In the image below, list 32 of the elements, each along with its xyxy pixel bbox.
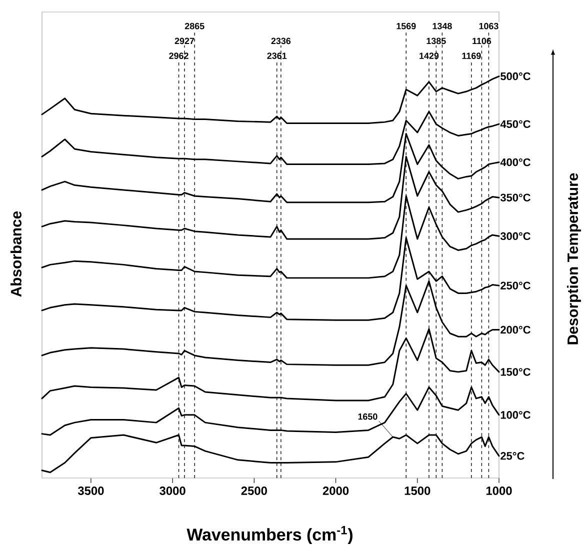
series-label: 450°C: [500, 120, 530, 128]
x-tick-label: 1000: [486, 486, 512, 495]
x-tick-label: 3500: [78, 486, 104, 496]
ref-line-label: 2927: [174, 38, 194, 44]
series-label: 250°C: [500, 282, 530, 290]
ref-line-label: 1429: [420, 52, 439, 60]
ref-line-label: 2962: [169, 52, 188, 60]
series-label: 350°C: [500, 194, 530, 202]
x-tick-label: 3000: [160, 486, 186, 496]
series-label: 150°C: [500, 368, 530, 376]
annotation: 1650: [358, 413, 378, 420]
series-label: 200°C: [500, 326, 530, 334]
ref-line-label: 1169: [462, 52, 481, 60]
series-label: 300°C: [500, 232, 530, 240]
ref-line-label: 1106: [472, 38, 492, 44]
ref-line-label: 1569: [396, 22, 416, 30]
x-tick-label: 2000: [322, 486, 349, 495]
series-label: 100°C: [500, 411, 530, 419]
series-label: 25°C: [500, 452, 524, 460]
x-axis-title: Wavenumbers (cm$^{-1}$): [186, 526, 352, 544]
ref-line-label: 2361: [267, 52, 287, 59]
y-axis-title: Absorbance: [10, 211, 22, 297]
ref-line-label: 2865: [184, 22, 204, 30]
ref-line-label: 1348: [432, 22, 452, 30]
x-tick-label: 1500: [404, 486, 430, 495]
ref-line-label: 1063: [479, 22, 498, 30]
ref-line-label: 2336: [271, 38, 291, 44]
series-label: 400°C: [500, 158, 530, 166]
y2-axis-title: Desorption Temperature: [567, 173, 581, 344]
series-label: 500°C: [500, 72, 530, 80]
x-tick-label: 2500: [241, 486, 267, 495]
ref-line-label: 1385: [426, 38, 446, 44]
